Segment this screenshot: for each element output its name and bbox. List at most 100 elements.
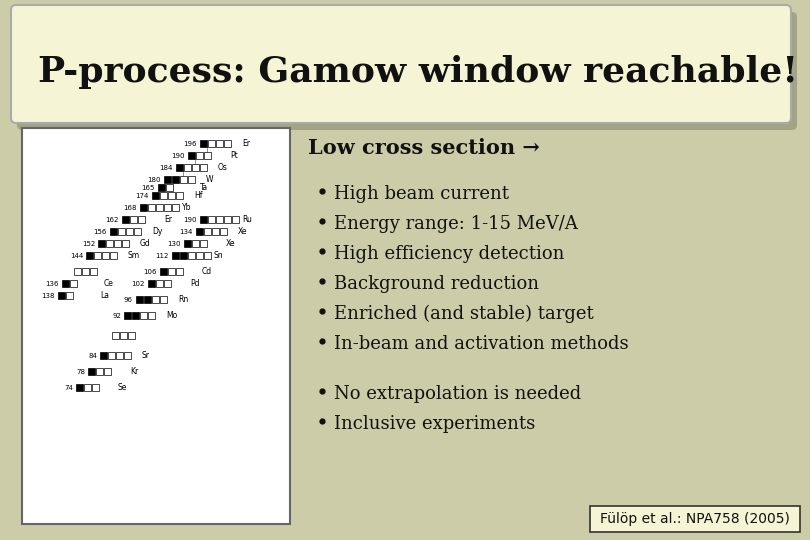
Bar [102, 252, 109, 259]
Bar [156, 280, 163, 287]
Bar [114, 240, 121, 247]
Bar [62, 280, 69, 287]
Bar [176, 164, 183, 171]
Bar [22, 128, 290, 524]
Bar [74, 268, 81, 275]
Bar [204, 252, 211, 259]
Text: Cd: Cd [202, 267, 212, 276]
Text: 102: 102 [131, 280, 145, 287]
Text: P-process: Gamow window reachable!: P-process: Gamow window reachable! [38, 55, 798, 89]
Bar [148, 204, 155, 211]
Bar [148, 312, 155, 319]
Text: 180: 180 [147, 177, 161, 183]
Bar [192, 164, 199, 171]
Bar [148, 280, 155, 287]
FancyBboxPatch shape [17, 12, 797, 130]
Bar [118, 228, 125, 235]
Text: Energy range: 1-15 MeV/A: Energy range: 1-15 MeV/A [334, 215, 578, 233]
Text: W: W [206, 175, 214, 184]
Text: Hf: Hf [194, 191, 202, 200]
Bar [164, 176, 171, 183]
Bar [136, 296, 143, 303]
Text: 165: 165 [142, 185, 155, 191]
FancyBboxPatch shape [11, 5, 791, 123]
Bar [58, 292, 65, 299]
Text: Ta: Ta [200, 183, 208, 192]
Bar [106, 240, 113, 247]
Bar [172, 252, 179, 259]
Bar [204, 228, 211, 235]
Bar [100, 352, 107, 359]
Bar [200, 164, 207, 171]
Text: 78: 78 [76, 368, 85, 375]
Bar [224, 140, 231, 147]
Bar [168, 268, 175, 275]
Bar [124, 312, 131, 319]
Bar [140, 204, 147, 211]
Bar [172, 204, 179, 211]
Bar [94, 252, 101, 259]
Bar [188, 176, 195, 183]
Text: Rn: Rn [178, 295, 188, 304]
Bar [196, 152, 203, 159]
Bar [172, 176, 179, 183]
Bar [158, 184, 165, 191]
Text: 196: 196 [184, 140, 197, 146]
Bar [130, 216, 137, 223]
Text: In-beam and activation methods: In-beam and activation methods [334, 335, 629, 353]
Bar [66, 292, 73, 299]
Bar [168, 192, 175, 199]
Text: 84: 84 [88, 353, 97, 359]
Bar [200, 216, 207, 223]
Text: High beam current: High beam current [334, 185, 509, 203]
Bar [176, 268, 183, 275]
Bar [152, 296, 159, 303]
Text: 138: 138 [41, 293, 55, 299]
Text: 190: 190 [184, 217, 197, 222]
Bar [164, 280, 171, 287]
Text: Er: Er [242, 139, 250, 148]
Bar [126, 228, 133, 235]
Bar [216, 140, 223, 147]
Bar [70, 280, 77, 287]
Text: Low cross section →: Low cross section → [308, 138, 540, 158]
Bar [232, 216, 239, 223]
Bar [104, 368, 111, 375]
Bar [216, 216, 223, 223]
Text: Er: Er [164, 215, 172, 224]
Bar [116, 352, 123, 359]
Text: Se: Se [118, 383, 127, 392]
Text: Kr: Kr [130, 367, 139, 376]
Text: 190: 190 [172, 152, 185, 159]
Text: La: La [100, 291, 109, 300]
Bar [84, 384, 91, 391]
Text: 106: 106 [143, 268, 157, 274]
Text: 74: 74 [64, 384, 73, 390]
Bar [76, 384, 83, 391]
Text: 130: 130 [168, 240, 181, 246]
Bar [98, 240, 105, 247]
Bar [166, 184, 173, 191]
Bar [156, 204, 163, 211]
Bar [188, 252, 195, 259]
Bar [108, 352, 115, 359]
Bar [92, 384, 99, 391]
Text: Pt: Pt [230, 151, 238, 160]
Text: 162: 162 [105, 217, 119, 222]
Bar [96, 368, 103, 375]
Bar [82, 268, 89, 275]
Text: 136: 136 [45, 280, 59, 287]
Bar [86, 252, 93, 259]
Text: Background reduction: Background reduction [334, 275, 539, 293]
Text: Enriched (and stable) target: Enriched (and stable) target [334, 305, 594, 323]
Text: Inclusive experiments: Inclusive experiments [334, 415, 535, 433]
Bar [152, 192, 159, 199]
Text: Sr: Sr [142, 351, 150, 360]
Bar [134, 228, 141, 235]
Bar [188, 152, 195, 159]
Text: 184: 184 [160, 165, 173, 171]
Bar [196, 252, 203, 259]
Text: 134: 134 [180, 228, 193, 234]
Bar [128, 332, 135, 339]
Bar [224, 216, 231, 223]
